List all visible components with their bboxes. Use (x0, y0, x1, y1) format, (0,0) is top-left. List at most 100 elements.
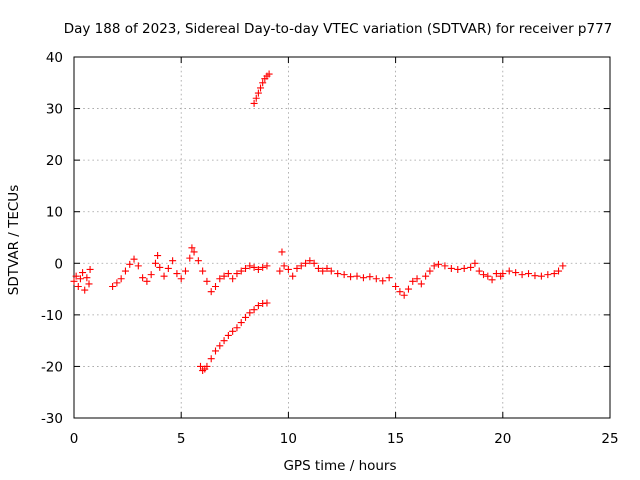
data-point (531, 272, 539, 280)
data-point (259, 79, 267, 87)
data-point (404, 285, 412, 293)
data-point (147, 271, 155, 279)
data-point (139, 274, 147, 282)
data-point (518, 271, 526, 279)
tick-labels: 0 5 10 15 20 25 40 30 20 10 0 -10 -20 -30 (41, 50, 619, 447)
data-point (70, 277, 78, 285)
data-point (109, 282, 117, 290)
data-point (246, 309, 254, 317)
data-point (555, 267, 563, 275)
data-point (186, 254, 194, 262)
data-point (190, 248, 198, 256)
data-point (297, 262, 305, 270)
data-point (74, 282, 82, 290)
data-point (117, 275, 125, 283)
y-tick-label: 0 (54, 256, 63, 272)
data-point (85, 280, 93, 288)
data-point (113, 279, 121, 287)
data-point (422, 272, 430, 280)
data-point (160, 272, 168, 280)
data-point (229, 327, 237, 335)
data-point (246, 262, 254, 270)
data-point (203, 277, 211, 285)
data-point (265, 70, 273, 78)
data-point (314, 264, 322, 272)
data-point (224, 331, 232, 339)
data-point (81, 286, 89, 294)
data-point (289, 272, 297, 280)
data-point (293, 264, 301, 272)
y-tick-label: -30 (41, 411, 63, 427)
y-tick-label: 40 (46, 50, 63, 66)
series-high-branch (250, 70, 273, 107)
data-point (188, 244, 196, 252)
data-point (441, 262, 449, 270)
data-point (254, 89, 262, 97)
data-point (79, 269, 87, 277)
data-point (242, 264, 250, 272)
data-point (83, 274, 91, 282)
series-main-band (70, 244, 567, 299)
data-point (327, 267, 335, 275)
data-point (169, 257, 177, 265)
data-point (177, 275, 185, 283)
data-point (430, 262, 438, 270)
data-point (207, 355, 215, 363)
data-point (385, 274, 393, 282)
data-point (392, 282, 400, 290)
data-point (254, 265, 262, 273)
data-point (306, 257, 314, 265)
data-point (499, 270, 507, 278)
x-tick-label: 25 (601, 431, 618, 447)
data-point (454, 265, 462, 273)
x-tick-label: 5 (177, 431, 186, 447)
data-point (151, 259, 159, 267)
data-point (143, 277, 151, 285)
data-point (181, 267, 189, 275)
data-point (233, 324, 241, 332)
data-point (409, 277, 417, 285)
data-point (471, 259, 479, 267)
data-point (207, 288, 215, 296)
data-point (86, 265, 94, 273)
data-point (319, 267, 327, 275)
data-point (203, 362, 211, 370)
data-point (413, 275, 421, 283)
data-point (259, 263, 267, 271)
data-point (544, 271, 552, 279)
data-point (72, 272, 80, 280)
data-point (196, 362, 204, 370)
data-point (323, 264, 331, 272)
data-point (257, 84, 265, 92)
data-point (484, 272, 492, 280)
data-point (126, 260, 134, 268)
y-axis-label: SDTVAR / TECUs (6, 185, 22, 295)
data-point (173, 270, 181, 278)
data-point (334, 270, 342, 278)
y-tick-label: 20 (46, 153, 63, 169)
x-tick-label: 20 (494, 431, 511, 447)
data-point (467, 263, 475, 271)
data-point (263, 299, 271, 307)
data-point (366, 273, 374, 281)
series-rising-branch (196, 299, 271, 375)
data-point (447, 264, 455, 272)
y-tick-label: 10 (46, 205, 63, 221)
data-point (250, 306, 258, 314)
data-point (250, 99, 258, 107)
x-tick-label: 10 (280, 431, 297, 447)
data-point (278, 248, 286, 256)
data-markers (70, 70, 567, 375)
data-point (512, 269, 520, 277)
data-point (229, 275, 237, 283)
data-point (121, 267, 129, 275)
data-point (154, 252, 162, 260)
data-point (164, 264, 172, 272)
data-point (216, 275, 224, 283)
data-point (199, 267, 207, 275)
data-point (134, 262, 142, 270)
data-point (426, 267, 434, 275)
data-point (525, 270, 533, 278)
data-point (237, 267, 245, 275)
